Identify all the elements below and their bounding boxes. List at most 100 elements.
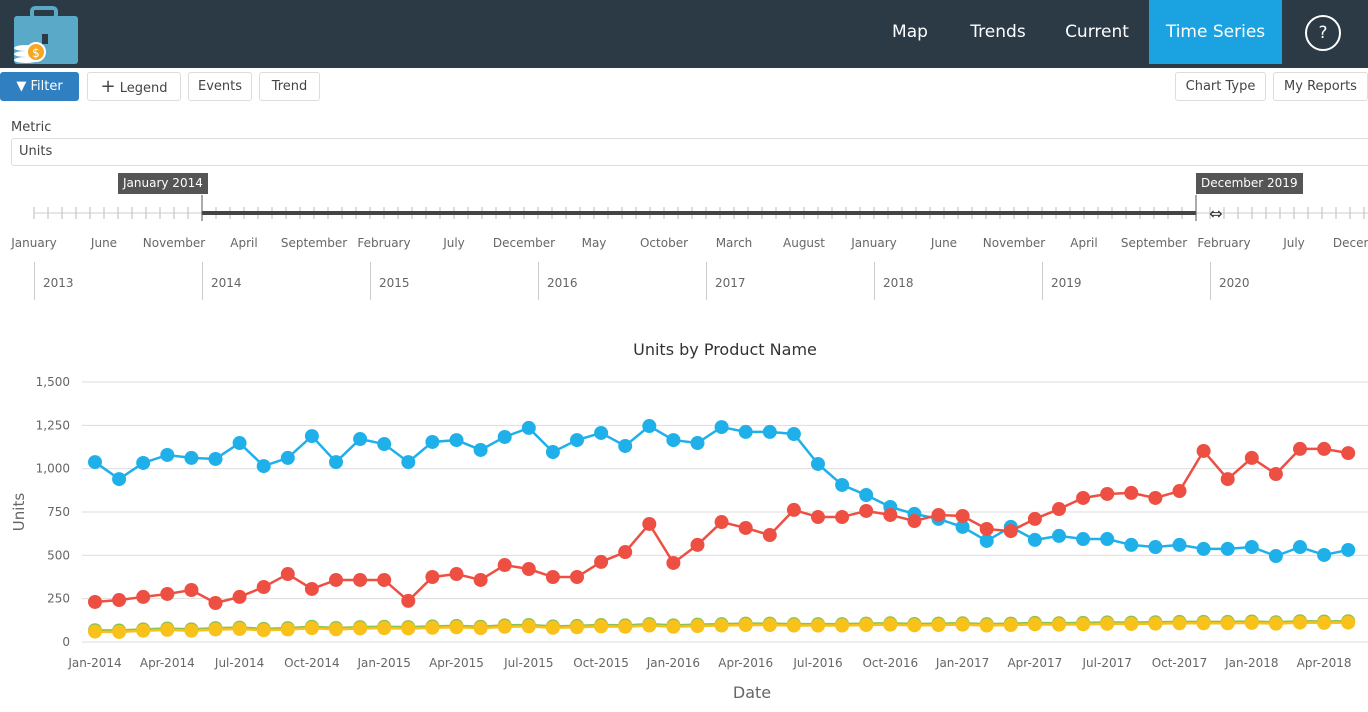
data-point[interactable] bbox=[256, 580, 271, 595]
data-point[interactable] bbox=[112, 472, 127, 487]
data-point[interactable] bbox=[329, 455, 343, 470]
data-point[interactable] bbox=[907, 618, 922, 633]
data-point[interactable] bbox=[1172, 484, 1187, 499]
data-point[interactable] bbox=[570, 620, 584, 635]
data-point[interactable] bbox=[1003, 524, 1018, 539]
help-button[interactable]: ? bbox=[1305, 15, 1341, 51]
nav-trends[interactable]: Trends bbox=[970, 22, 1026, 42]
legend-button[interactable]: + Legend bbox=[87, 72, 181, 101]
data-point[interactable] bbox=[136, 623, 151, 638]
data-point[interactable] bbox=[304, 429, 319, 444]
data-point[interactable] bbox=[473, 621, 488, 636]
data-point[interactable] bbox=[232, 436, 247, 451]
data-point[interactable] bbox=[883, 507, 898, 522]
data-point[interactable] bbox=[545, 620, 560, 635]
data-point[interactable] bbox=[353, 572, 368, 587]
data-point[interactable] bbox=[1124, 537, 1139, 552]
timeline-slider[interactable]: ⇔ bbox=[0, 195, 1368, 235]
data-point[interactable] bbox=[497, 429, 512, 444]
data-point[interactable] bbox=[545, 445, 560, 460]
data-point[interactable] bbox=[1244, 540, 1259, 555]
data-point[interactable] bbox=[280, 450, 295, 465]
data-point[interactable] bbox=[1100, 486, 1115, 501]
data-point[interactable] bbox=[1293, 540, 1307, 555]
data-point[interactable] bbox=[160, 447, 175, 462]
data-point[interactable] bbox=[521, 619, 536, 634]
data-point[interactable] bbox=[1076, 532, 1091, 547]
data-point[interactable] bbox=[714, 515, 729, 530]
data-point[interactable] bbox=[1148, 490, 1163, 505]
my-reports-button[interactable]: My Reports bbox=[1273, 72, 1368, 101]
data-point[interactable] bbox=[859, 618, 874, 633]
data-point[interactable] bbox=[859, 488, 874, 503]
data-point[interactable] bbox=[304, 581, 319, 596]
data-point[interactable] bbox=[1172, 616, 1187, 631]
data-point[interactable] bbox=[88, 624, 102, 639]
data-point[interactable] bbox=[1244, 450, 1259, 465]
data-point[interactable] bbox=[931, 507, 946, 522]
data-point[interactable] bbox=[786, 618, 801, 633]
data-point[interactable] bbox=[1317, 547, 1332, 562]
filter-button[interactable]: ▼ Filter bbox=[0, 72, 79, 101]
data-point[interactable] bbox=[594, 619, 609, 634]
data-point[interactable] bbox=[280, 567, 295, 582]
data-point[interactable] bbox=[570, 433, 584, 448]
data-point[interactable] bbox=[1027, 532, 1042, 547]
data-point[interactable] bbox=[184, 623, 199, 638]
data-point[interactable] bbox=[1100, 616, 1115, 631]
data-point[interactable] bbox=[1124, 485, 1139, 500]
data-point[interactable] bbox=[1341, 542, 1356, 557]
data-point[interactable] bbox=[280, 622, 295, 637]
data-point[interactable] bbox=[112, 624, 127, 639]
data-point[interactable] bbox=[1052, 502, 1066, 517]
data-point[interactable] bbox=[690, 436, 705, 451]
data-point[interactable] bbox=[979, 521, 994, 536]
data-point[interactable] bbox=[184, 450, 199, 465]
data-point[interactable] bbox=[1052, 617, 1066, 632]
data-point[interactable] bbox=[1268, 467, 1283, 482]
data-point[interactable] bbox=[353, 432, 368, 447]
data-point[interactable] bbox=[208, 622, 223, 637]
data-point[interactable] bbox=[594, 554, 609, 569]
data-point[interactable] bbox=[497, 558, 512, 573]
data-point[interactable] bbox=[690, 619, 705, 634]
data-point[interactable] bbox=[786, 427, 801, 441]
data-point[interactable] bbox=[738, 520, 753, 535]
data-point[interactable] bbox=[545, 570, 560, 584]
data-point[interactable] bbox=[1293, 615, 1307, 630]
data-point[interactable] bbox=[666, 619, 681, 634]
nav-current[interactable]: Current bbox=[1065, 22, 1129, 42]
data-point[interactable] bbox=[449, 620, 464, 635]
data-point[interactable] bbox=[1076, 490, 1091, 505]
data-point[interactable] bbox=[859, 503, 874, 518]
data-point[interactable] bbox=[184, 583, 199, 597]
data-point[interactable] bbox=[401, 455, 416, 470]
data-point[interactable] bbox=[955, 617, 970, 632]
data-point[interactable] bbox=[835, 510, 850, 525]
data-point[interactable] bbox=[1268, 549, 1283, 564]
data-point[interactable] bbox=[835, 477, 850, 492]
data-point[interactable] bbox=[1076, 617, 1091, 632]
data-point[interactable] bbox=[329, 622, 343, 637]
data-point[interactable] bbox=[1317, 441, 1332, 456]
data-point[interactable] bbox=[1027, 617, 1042, 632]
data-point[interactable] bbox=[1148, 616, 1163, 631]
data-point[interactable] bbox=[690, 537, 705, 552]
data-point[interactable] bbox=[232, 589, 247, 604]
data-point[interactable] bbox=[618, 619, 633, 634]
data-point[interactable] bbox=[112, 593, 127, 608]
data-point[interactable] bbox=[1003, 618, 1018, 633]
data-point[interactable] bbox=[1317, 615, 1332, 630]
data-point[interactable] bbox=[883, 617, 898, 632]
data-point[interactable] bbox=[1244, 615, 1259, 630]
data-point[interactable] bbox=[401, 621, 416, 636]
data-point[interactable] bbox=[1293, 441, 1307, 456]
data-point[interactable] bbox=[401, 593, 416, 608]
data-point[interactable] bbox=[497, 619, 512, 634]
nav-map[interactable]: Map bbox=[892, 22, 928, 42]
data-point[interactable] bbox=[1196, 443, 1211, 458]
events-button[interactable]: Events bbox=[188, 72, 252, 101]
data-point[interactable] bbox=[232, 622, 247, 636]
data-point[interactable] bbox=[208, 451, 223, 466]
data-point[interactable] bbox=[762, 618, 777, 633]
